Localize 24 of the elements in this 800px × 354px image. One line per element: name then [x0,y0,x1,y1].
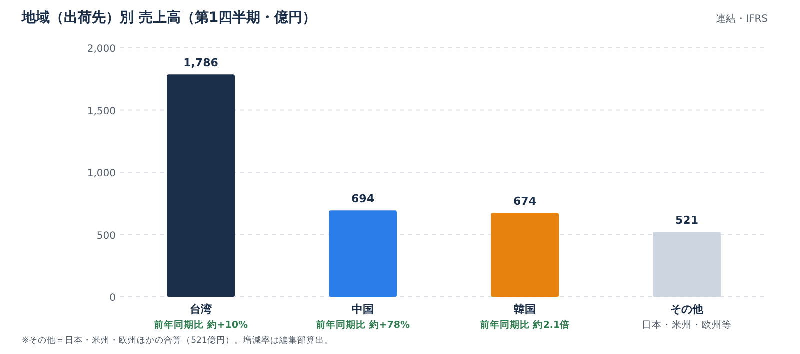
x-tick-label: 台湾 [190,303,213,316]
bar [167,74,235,297]
y-tick-label: 1,000 [87,168,116,180]
bar [329,210,397,297]
text: 前年同期比 約+78% [314,319,410,331]
data-label: 1,786 [184,56,219,70]
x-tick-label: その他 [670,303,704,316]
y-tick-label: 1,500 [87,106,116,118]
y-tick-label: 2,000 [87,44,116,55]
bar [491,213,559,297]
y-tick-label: 500 [96,230,116,242]
text: 前年同期比 約2.1倍 [478,319,570,331]
y-tick-label: 0 [110,293,116,304]
x-tick-label: 韓国 [514,303,536,316]
x-tick-label: 中国 [352,303,374,316]
data-label: 694 [352,192,375,206]
data-label: 674 [514,195,537,208]
text: 前年同期比 約+10% [152,319,248,331]
chart-title: 地域（出荷先）別 売上高（第1四半期・億円） [21,9,317,26]
text: ※その他＝日本・米州・欧州ほかの合算（521億円）。増減率は編集部算出。 [22,335,334,346]
text: 日本・米州・欧州等 [642,319,732,331]
data-label: 521 [676,214,698,228]
bar [653,232,721,297]
chart-subtitle: 連結・IFRS [716,13,768,25]
